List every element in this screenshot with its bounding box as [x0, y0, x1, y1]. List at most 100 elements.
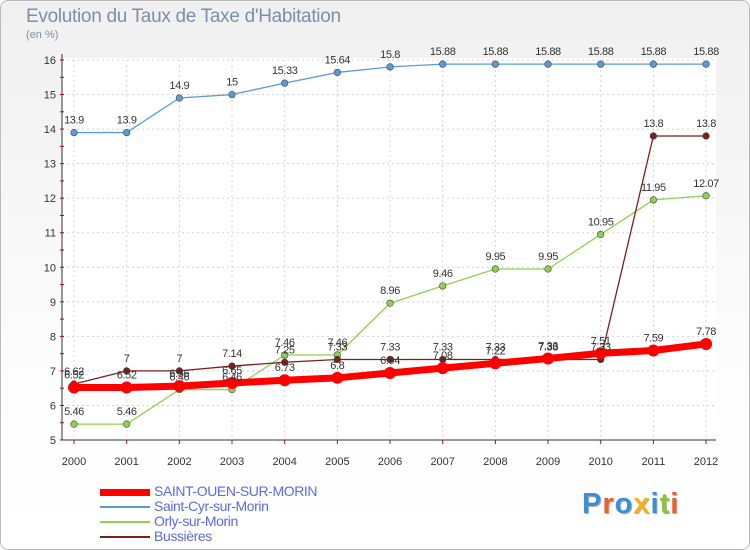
data-label: 7.33 [485, 342, 505, 354]
y-tick-label: 9 [50, 297, 56, 309]
data-point [331, 371, 344, 384]
y-tick-label: 7 [50, 366, 56, 378]
data-label: 8.96 [380, 285, 400, 297]
chart-title: Evolution du Taux de Taxe d'Habitation [26, 6, 341, 27]
data-point [173, 380, 186, 393]
data-point [175, 367, 183, 375]
series-0 [68, 337, 713, 394]
brand-letter: x [633, 488, 651, 520]
y-tick-label: 8 [50, 331, 56, 343]
y-tick-label: 10 [44, 262, 56, 274]
data-label: 9.95 [538, 251, 558, 263]
x-tick-label: 2011 [642, 456, 666, 468]
data-point [120, 381, 133, 394]
data-point [542, 352, 555, 365]
data-label: 15.33 [272, 65, 298, 77]
data-label: 7 [124, 353, 130, 365]
data-point [700, 337, 713, 350]
x-tick-label: 2010 [588, 456, 612, 468]
y-tick-label: 16 [44, 55, 56, 67]
legend-swatch [100, 506, 150, 508]
data-point [649, 132, 657, 140]
data-point [597, 60, 605, 68]
data-label: 15.8 [380, 49, 400, 61]
brand-letter: i [670, 488, 680, 520]
y-tick-label: 15 [44, 90, 56, 102]
y-tick-label: 12 [44, 193, 56, 205]
data-label: 7.51 [591, 335, 611, 347]
data-label: 6.46 [169, 372, 189, 384]
data-label: 6.65 [222, 365, 242, 377]
data-point [70, 420, 78, 428]
data-label: 6.62 [64, 366, 84, 378]
brand-letter: t [659, 488, 671, 520]
data-point [384, 366, 397, 379]
legend-label: SAINT-OUEN-SUR-MORIN [154, 483, 318, 499]
data-point [594, 347, 607, 360]
data-label: 14.9 [169, 80, 189, 92]
data-label: 15.64 [325, 54, 351, 66]
data-label: 7.22 [485, 345, 505, 357]
data-label: 6.52 [117, 369, 137, 381]
data-label: 9.95 [485, 251, 505, 263]
data-label: 7.14 [222, 348, 242, 360]
data-label: 11.95 [641, 182, 666, 194]
x-tick-label: 2009 [536, 456, 560, 468]
data-label: 7.25 [275, 344, 295, 356]
data-label: 7.08 [433, 350, 453, 362]
data-label: 13.9 [117, 115, 137, 127]
data-point [649, 196, 657, 204]
data-label: 13.8 [643, 118, 663, 130]
y-tick-label: 13 [44, 159, 56, 171]
brand-logo: Proxiti [582, 488, 679, 521]
data-point [544, 60, 552, 68]
data-label: 15.88 [693, 46, 719, 58]
data-label: 6.56 [169, 368, 189, 380]
data-label: 7.33 [591, 342, 611, 354]
x-tick-label: 2007 [430, 456, 454, 468]
data-label: 7 [176, 353, 182, 365]
data-label: 7.33 [380, 342, 400, 354]
data-label: 15.88 [641, 46, 667, 58]
data-label: 15.88 [588, 46, 614, 58]
x-tick-label: 2004 [272, 456, 296, 468]
series-1 [70, 60, 710, 137]
data-label: 6.8 [330, 360, 344, 372]
chart-axes: 5 6 7 8 9 10 11 12 13 14 15 16 2000 2001 2002 2003 2004 2… [44, 54, 718, 468]
brand-letter: r [602, 488, 615, 520]
data-point [228, 90, 236, 99]
data-point [702, 192, 710, 200]
y-tick-label: 11 [45, 228, 56, 240]
data-label: 10.95 [588, 216, 614, 228]
x-tick-label: 2006 [378, 456, 402, 468]
data-label: 7.59 [643, 333, 663, 345]
data-label: 13.8 [696, 118, 716, 130]
data-label: 6.46 [222, 372, 242, 384]
data-label: 7.46 [275, 337, 295, 349]
data-point [386, 299, 394, 307]
data-label: 9.46 [433, 268, 453, 280]
chart-unit: (en %) [26, 29, 59, 41]
data-label: 15 [226, 77, 238, 89]
data-label: 6.94 [380, 355, 400, 367]
data-point [386, 63, 394, 71]
plot-background [62, 58, 716, 440]
data-label: 7.33 [538, 342, 558, 354]
data-point [436, 362, 449, 375]
data-point [281, 79, 289, 87]
x-tick-label: 2001 [114, 456, 138, 468]
data-point [68, 381, 80, 394]
data-label: 13.9 [64, 115, 84, 127]
data-point [649, 60, 657, 68]
brand-letter: P [582, 488, 603, 520]
data-point [123, 128, 131, 137]
x-tick-label: 2000 [62, 456, 86, 468]
chart-series [68, 60, 713, 428]
brand-letter: o [614, 488, 634, 520]
data-point [123, 420, 131, 428]
data-point [333, 355, 341, 364]
data-label: 15.88 [483, 46, 509, 58]
x-tick-label: 2002 [167, 456, 191, 468]
data-point [597, 230, 605, 239]
